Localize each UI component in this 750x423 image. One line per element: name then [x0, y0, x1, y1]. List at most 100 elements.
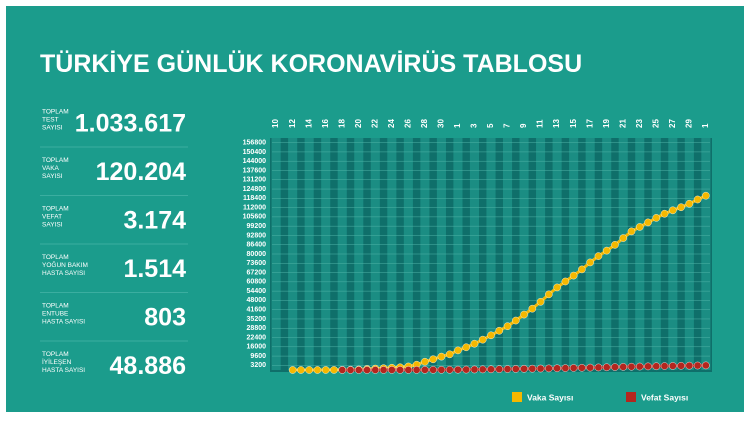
y-tick-label: 48000: [247, 297, 267, 304]
x-tick-label: 12: [288, 119, 297, 128]
stat-label: TEST: [42, 117, 59, 124]
data-point: [693, 361, 702, 370]
data-point: [545, 364, 553, 373]
x-tick-label: 25: [651, 119, 660, 128]
y-tick-label: 80000: [247, 251, 267, 258]
y-tick-label: 73600: [247, 260, 267, 267]
data-point: [487, 331, 495, 340]
data-point: [478, 365, 487, 374]
data-point: [404, 366, 413, 374]
x-tick-label: 7: [503, 123, 512, 128]
y-tick-label: 54400: [247, 288, 267, 295]
data-point: [611, 363, 619, 371]
stat-label: TOPLAM: [42, 254, 69, 261]
x-tick-label: 20: [354, 119, 363, 128]
data-point: [511, 365, 520, 373]
legend-label: Vefat Sayısı: [641, 392, 688, 402]
data-point: [503, 365, 512, 373]
data-point: [379, 366, 388, 374]
y-tick-label: 16000: [247, 344, 267, 351]
data-point: [685, 361, 694, 370]
data-point: [437, 352, 446, 361]
data-point: [602, 246, 611, 255]
data-point: [396, 366, 404, 374]
data-point: [652, 214, 661, 222]
y-tick-label: 150400: [243, 149, 266, 156]
stat-label: TOPLAM: [42, 303, 69, 310]
data-point: [487, 365, 495, 374]
data-point: [462, 365, 471, 374]
x-tick-label: 9: [519, 123, 528, 128]
data-point: [528, 304, 537, 313]
stat-label: SAYISI: [42, 125, 63, 132]
data-point: [503, 322, 512, 330]
data-point: [495, 326, 504, 335]
stat-label: SAYISI: [42, 173, 63, 180]
data-point: [685, 199, 694, 208]
stat-label: YOĞUN BAKIM: [42, 260, 88, 269]
data-point: [536, 364, 545, 373]
data-point: [412, 366, 421, 374]
x-tick-label: 16: [321, 119, 330, 128]
data-point: [553, 283, 561, 292]
data-point: [520, 365, 528, 373]
data-point: [635, 362, 644, 371]
data-point: [429, 366, 437, 374]
data-point: [520, 310, 528, 319]
data-point: [569, 271, 578, 280]
x-tick-label: 26: [403, 119, 412, 128]
data-point: [346, 366, 355, 374]
data-point: [644, 218, 652, 227]
stat-value: 120.204: [96, 158, 186, 186]
data-point: [421, 357, 429, 366]
data-point: [388, 366, 396, 374]
stat-label: İYİLEŞEN: [42, 357, 72, 366]
stat-value: 1.033.617: [75, 110, 186, 138]
x-tick-label: 10: [271, 119, 280, 128]
data-point: [619, 234, 628, 242]
data-point: [305, 366, 313, 374]
data-point: [611, 241, 619, 249]
y-tick-label: 99200: [247, 223, 267, 230]
y-tick-label: 41600: [247, 307, 267, 314]
data-point: [445, 350, 454, 359]
data-point: [445, 365, 454, 374]
data-point: [297, 366, 305, 374]
data-point: [454, 346, 462, 355]
data-point: [330, 366, 338, 374]
data-point: [602, 363, 611, 372]
x-tick-label: 27: [668, 119, 677, 128]
data-point: [619, 363, 628, 371]
title: TÜRKİYE GÜNLÜK KORONAVİRÜS TABLOSU: [40, 49, 582, 78]
data-point: [702, 361, 710, 370]
data-point: [561, 277, 570, 286]
y-tick-label: 92800: [247, 232, 267, 239]
x-tick-label: 21: [618, 119, 627, 128]
legend-label: Vaka Sayısı: [527, 392, 573, 402]
y-tick-label: 9600: [250, 353, 266, 360]
x-tick-label: 23: [635, 119, 644, 128]
x-tick-label: 29: [684, 119, 693, 128]
x-tick-label: 22: [370, 119, 379, 128]
data-point: [371, 366, 380, 374]
x-tick-label: 24: [387, 119, 396, 128]
data-point: [421, 366, 429, 374]
stat-value: 3.174: [123, 207, 186, 235]
data-point: [635, 223, 644, 231]
y-tick-label: 3200: [250, 362, 266, 369]
stat-label: TOPLAM: [42, 351, 69, 358]
x-tick-label: 30: [437, 119, 446, 128]
data-point: [594, 363, 603, 372]
stat-label: HASTA SAYISI: [42, 319, 85, 326]
data-point: [586, 258, 594, 267]
legend-swatch: [512, 392, 522, 402]
data-point: [677, 203, 685, 212]
data-point: [578, 265, 586, 274]
y-tick-label: 118400: [243, 195, 266, 202]
data-point: [644, 362, 652, 371]
x-tick-label: 11: [536, 119, 545, 128]
data-point: [677, 361, 685, 370]
stat-value: 1.514: [123, 255, 186, 283]
y-tick-label: 60800: [247, 279, 267, 286]
